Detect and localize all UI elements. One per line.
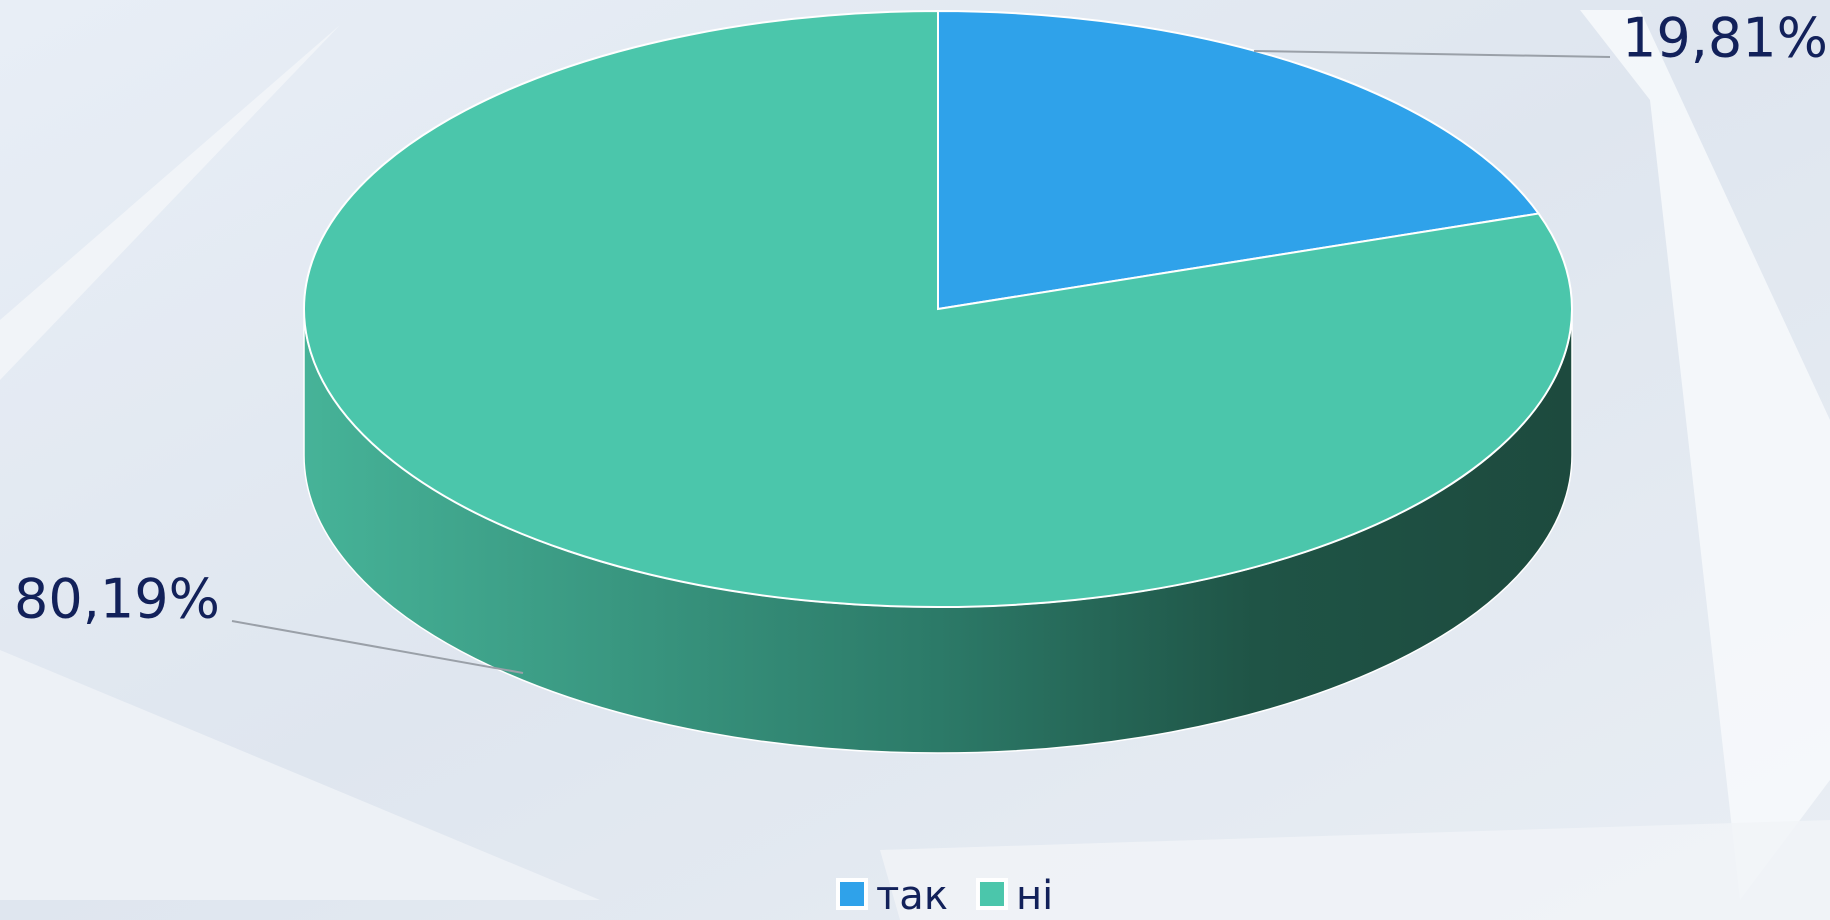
leader-line <box>231 620 524 674</box>
bg-shape <box>0 25 340 380</box>
legend-label: ні <box>1016 873 1053 919</box>
bg-shape <box>0 650 600 900</box>
data-label: 80,19% <box>14 568 220 631</box>
pie-slice <box>303 9 1573 608</box>
leader-line <box>1253 50 1611 58</box>
bg-shape <box>880 820 1830 920</box>
legend-label: так <box>876 873 948 919</box>
data-label: 19,81% <box>1622 7 1828 70</box>
legend-swatch <box>836 878 868 910</box>
bg-shape <box>1580 10 1830 900</box>
pie-slice <box>937 9 1541 311</box>
legend-swatch <box>975 878 1008 910</box>
